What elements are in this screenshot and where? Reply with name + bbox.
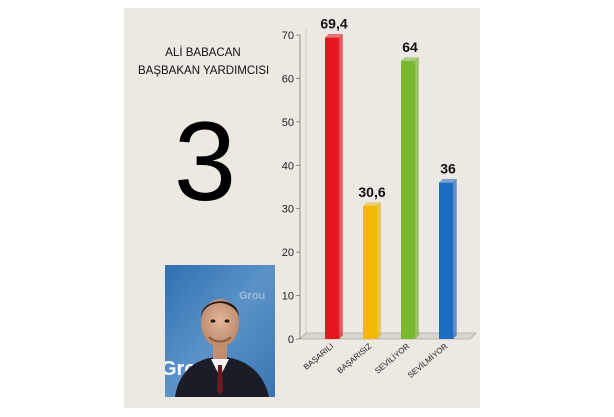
bar-value-label: 64 bbox=[402, 39, 418, 55]
bar-side bbox=[376, 202, 381, 340]
y-tick-label: 70 bbox=[282, 30, 294, 42]
x-category-label: BAŞARISIZ bbox=[335, 342, 373, 376]
y-tick-label: 10 bbox=[282, 291, 294, 303]
rank-number: 3 bbox=[173, 99, 237, 224]
bar-top bbox=[324, 33, 344, 38]
bar-value-label: 36 bbox=[440, 161, 456, 177]
bar bbox=[325, 37, 339, 339]
bar-side bbox=[452, 178, 457, 340]
x-category-label: SEVİLİYOR bbox=[373, 342, 411, 376]
y-tick-label: 40 bbox=[282, 160, 294, 172]
bar bbox=[363, 206, 377, 339]
person-name: ALİ BABACAN bbox=[165, 47, 241, 59]
person-title: BAŞBAKAN YARDIMCISI bbox=[138, 65, 270, 77]
bar-side bbox=[338, 33, 343, 340]
portrait-photo: Grou Grou bbox=[165, 265, 275, 397]
y-tick-label: 20 bbox=[282, 247, 294, 259]
bar-top bbox=[362, 202, 382, 207]
bar-top bbox=[438, 178, 458, 183]
chart-bars bbox=[324, 33, 458, 340]
x-category-label: SEVİLMİYOR bbox=[406, 341, 449, 379]
bar-side bbox=[414, 56, 419, 340]
bar bbox=[439, 182, 453, 339]
person-caption: ALİ BABACAN BAŞBAKAN YARDIMCISI bbox=[138, 44, 270, 80]
y-tick-label: 50 bbox=[282, 117, 294, 129]
y-tick-label: 30 bbox=[282, 204, 294, 216]
y-tick-label: 60 bbox=[282, 73, 294, 85]
bar bbox=[401, 61, 415, 340]
x-category-label: BAŞARILI bbox=[302, 342, 335, 372]
portrait-image: Grou Grou bbox=[165, 265, 275, 397]
bar-value-label: 30,6 bbox=[358, 184, 385, 200]
bar-value-label: 69,4 bbox=[320, 16, 347, 32]
bar-top bbox=[400, 57, 420, 62]
backdrop-text-top: Grou bbox=[239, 290, 265, 302]
y-tick-label: 0 bbox=[288, 334, 294, 346]
